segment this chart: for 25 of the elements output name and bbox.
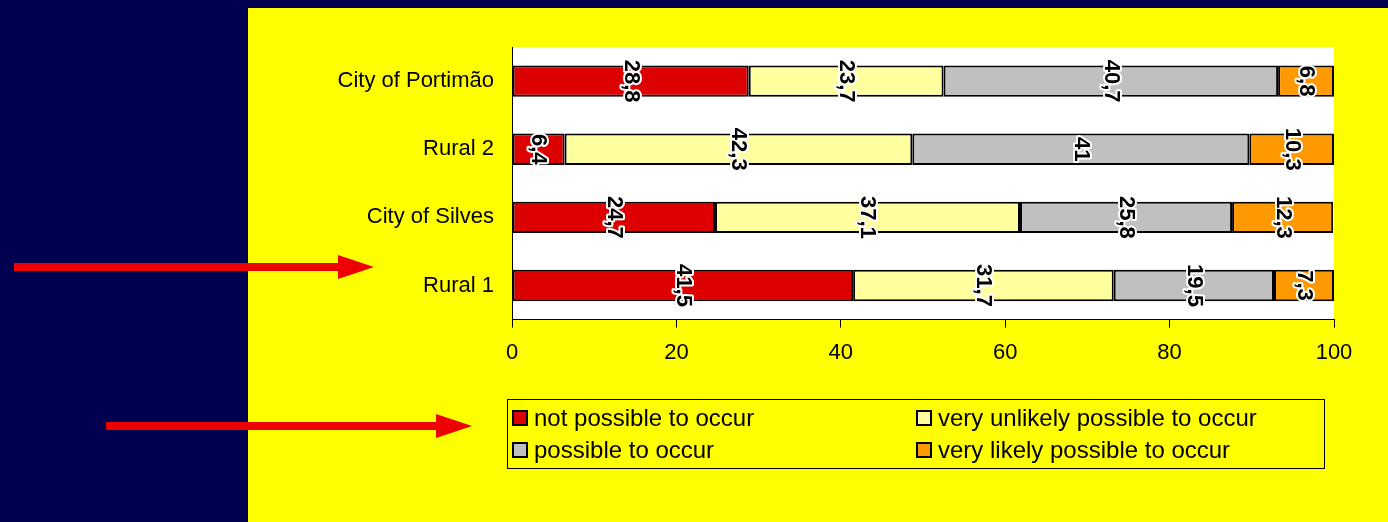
x-tick-label: 80 [1157, 338, 1182, 364]
data-label: 41,5 [671, 264, 697, 307]
data-label: 41 [1069, 136, 1095, 162]
legend-label: very unlikely possible to occur [938, 404, 1257, 432]
data-label: 31,7 [972, 264, 998, 307]
data-label: 25,8 [1114, 195, 1140, 239]
data-label: 23,7 [835, 59, 861, 103]
x-tick-label: 0 [505, 338, 519, 364]
y-tick-label: City of Portimão [337, 67, 494, 93]
legend-label: not possible to occur [534, 404, 755, 432]
legend-label: possible to occur [534, 436, 715, 464]
x-tick-label: 100 [1315, 338, 1353, 364]
x-tick-label: 20 [664, 338, 689, 364]
y-tick-label: Rural 2 [423, 135, 494, 161]
data-label: 6,8 [1294, 65, 1320, 97]
legend-label: very likely possible to occur [938, 436, 1231, 464]
data-label: 7,3 [1292, 270, 1318, 301]
data-label: 42,3 [727, 127, 753, 171]
data-label: 6,4 [527, 133, 553, 166]
data-label: 28,8 [619, 59, 645, 103]
y-tick-label: Rural 1 [423, 271, 494, 297]
x-tick-label: 40 [828, 338, 854, 364]
x-tick-label: 60 [992, 338, 1018, 364]
y-tick-label: City of Silves [366, 203, 494, 229]
data-label: 40,7 [1099, 59, 1125, 103]
